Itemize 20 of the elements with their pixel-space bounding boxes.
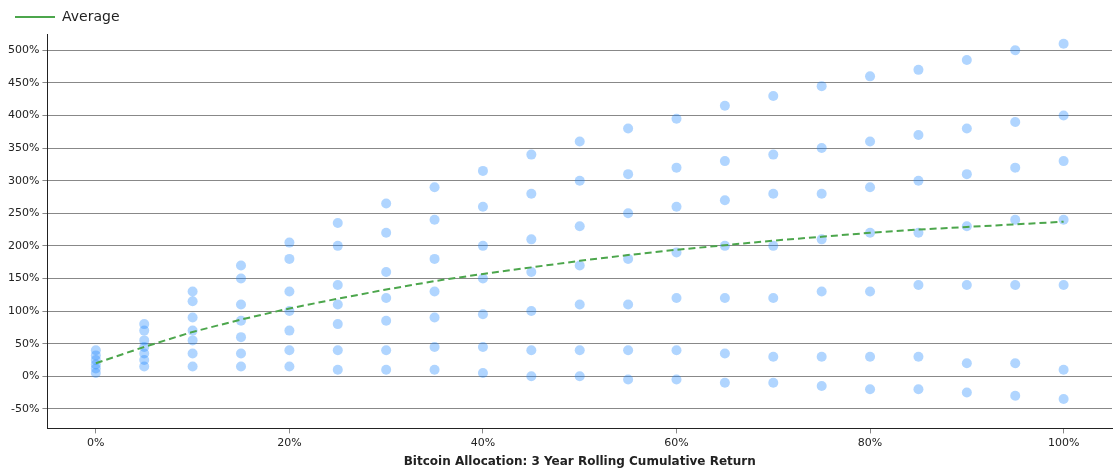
y-tick-label: 150% (7, 271, 40, 285)
y-tick-label: 500% (7, 43, 40, 57)
y-tick-label: 450% (7, 75, 40, 89)
legend-label: Average (62, 7, 120, 24)
y-tick-label: -50% (11, 401, 40, 415)
x-tick-label: 0% (87, 435, 105, 449)
y-tick-label: 100% (7, 303, 40, 317)
y-tick-label: 0% (21, 369, 40, 383)
x-axis-title: Bitcoin Allocation: 3 Year Rolling Cumulative Return (403, 453, 756, 468)
y-tick-label: 300% (7, 173, 40, 187)
y-tick-label: 50% (14, 336, 40, 350)
x-tick-label: 40% (470, 435, 496, 449)
x-tick-label: 80% (857, 435, 883, 449)
y-tick-label: 200% (7, 238, 40, 252)
y-tick-label: 350% (7, 140, 40, 154)
y-tick-label: 250% (7, 206, 40, 220)
y-tick-label: 400% (7, 108, 40, 122)
x-tick-label: 60% (664, 435, 689, 449)
x-tick-label: 100% (1047, 435, 1080, 449)
x-tick-label: 20% (277, 435, 302, 449)
